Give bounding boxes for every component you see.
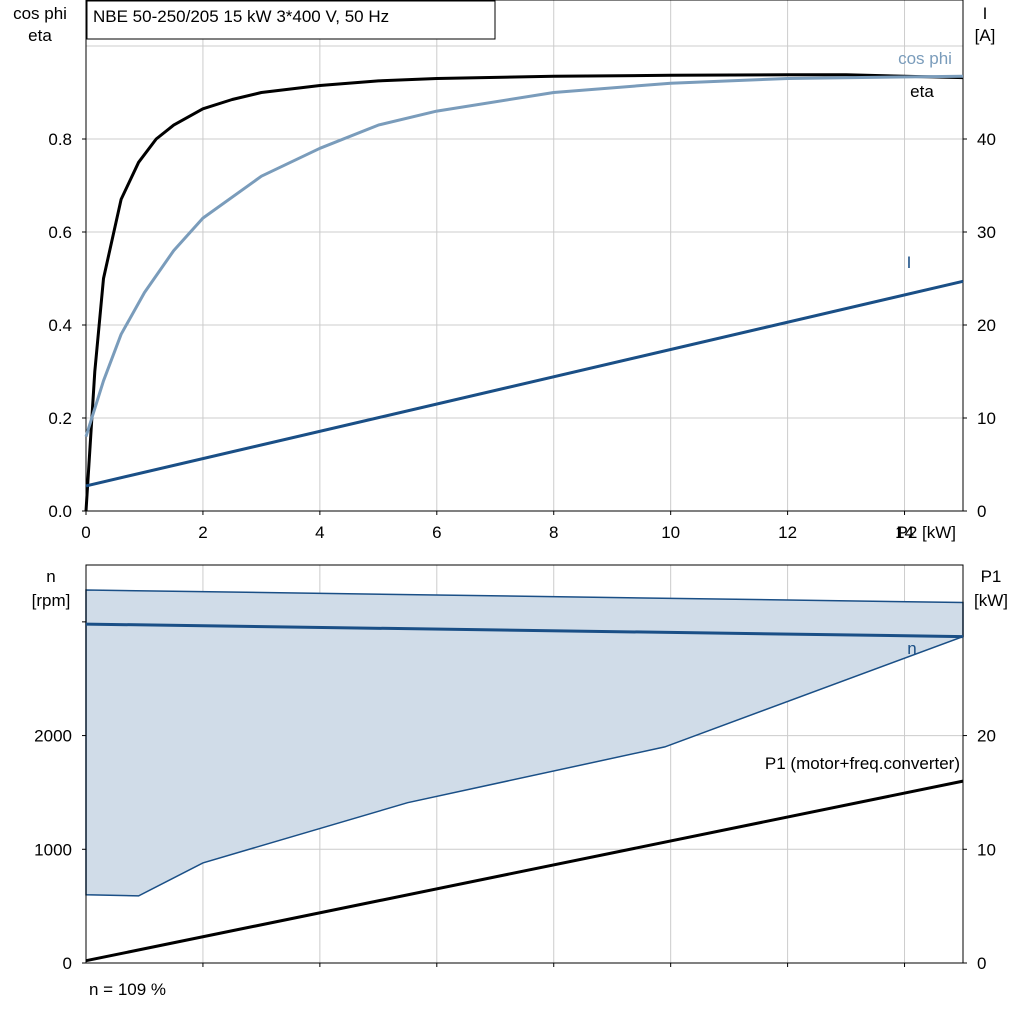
tick-label-y-right: 20 <box>977 316 996 335</box>
chart-title: NBE 50-250/205 15 kW 3*400 V, 50 Hz <box>93 7 389 26</box>
x-axis-label: P2 [kW] <box>896 523 956 542</box>
series-line-cos-phi <box>84 74 964 438</box>
series-line-P1 <box>85 779 964 963</box>
y-axis-label-left-2: [rpm] <box>32 591 71 610</box>
tick-label-x: 6 <box>432 523 441 542</box>
y-axis-label-right-1: P1 <box>981 567 1002 586</box>
tick-label-y-left: 1000 <box>34 840 72 859</box>
series-line-n <box>85 622 964 639</box>
tick-label-y-left: 0.0 <box>48 502 72 521</box>
tick-label-y-left: 0.6 <box>48 223 72 242</box>
series-line-I <box>85 279 964 488</box>
y-axis-label-left-1: cos phi <box>13 4 67 23</box>
y-axis-label-right-2: [A] <box>975 26 996 45</box>
y-axis-label-right-2: [kW] <box>974 591 1008 610</box>
title-box <box>86 0 496 40</box>
tick-label-y-right: 20 <box>977 727 996 746</box>
plot-frame-bottom <box>85 564 964 964</box>
tick-label-y-right: 30 <box>977 223 996 242</box>
tick-label-x: 0 <box>81 523 90 542</box>
tick-label-x: 8 <box>549 523 558 542</box>
tick-label-x: 10 <box>661 523 680 542</box>
series-label-eta: eta <box>910 82 934 101</box>
tick-label-y-left: 0.2 <box>48 409 72 428</box>
tick-label-x: 12 <box>778 523 797 542</box>
tick-label-y-left: 0 <box>63 954 72 973</box>
speed-footer-note: n = 109 % <box>89 980 167 999</box>
plot-frame <box>85 0 964 512</box>
tick-label-y-right: 0 <box>977 954 986 973</box>
series-line-eta <box>84 73 964 512</box>
tick-label-x: 14 <box>895 523 914 542</box>
tick-label-y-left: 0.8 <box>48 130 72 149</box>
y-axis-label-left-2: eta <box>28 26 52 45</box>
y-axis-label-left-1: n <box>46 567 55 586</box>
tick-label-y-right: 10 <box>977 409 996 428</box>
series-label-cos-phi: cos phi <box>898 49 952 68</box>
tick-label-y-left: 2000 <box>34 727 72 746</box>
tick-label-x: 2 <box>198 523 207 542</box>
series-label-I: I <box>907 253 912 272</box>
series-label-P1: P1 (motor+freq.converter) <box>765 754 960 773</box>
tick-label-y-right: 10 <box>977 840 996 859</box>
series-label-n: n <box>907 639 916 658</box>
tick-label-y-right: 0 <box>977 502 986 521</box>
tick-label-y-right: 40 <box>977 130 996 149</box>
tick-label-x: 4 <box>315 523 324 542</box>
y-axis-label-right-1: I <box>983 4 988 23</box>
tick-label-y-left: 0.4 <box>48 316 72 335</box>
